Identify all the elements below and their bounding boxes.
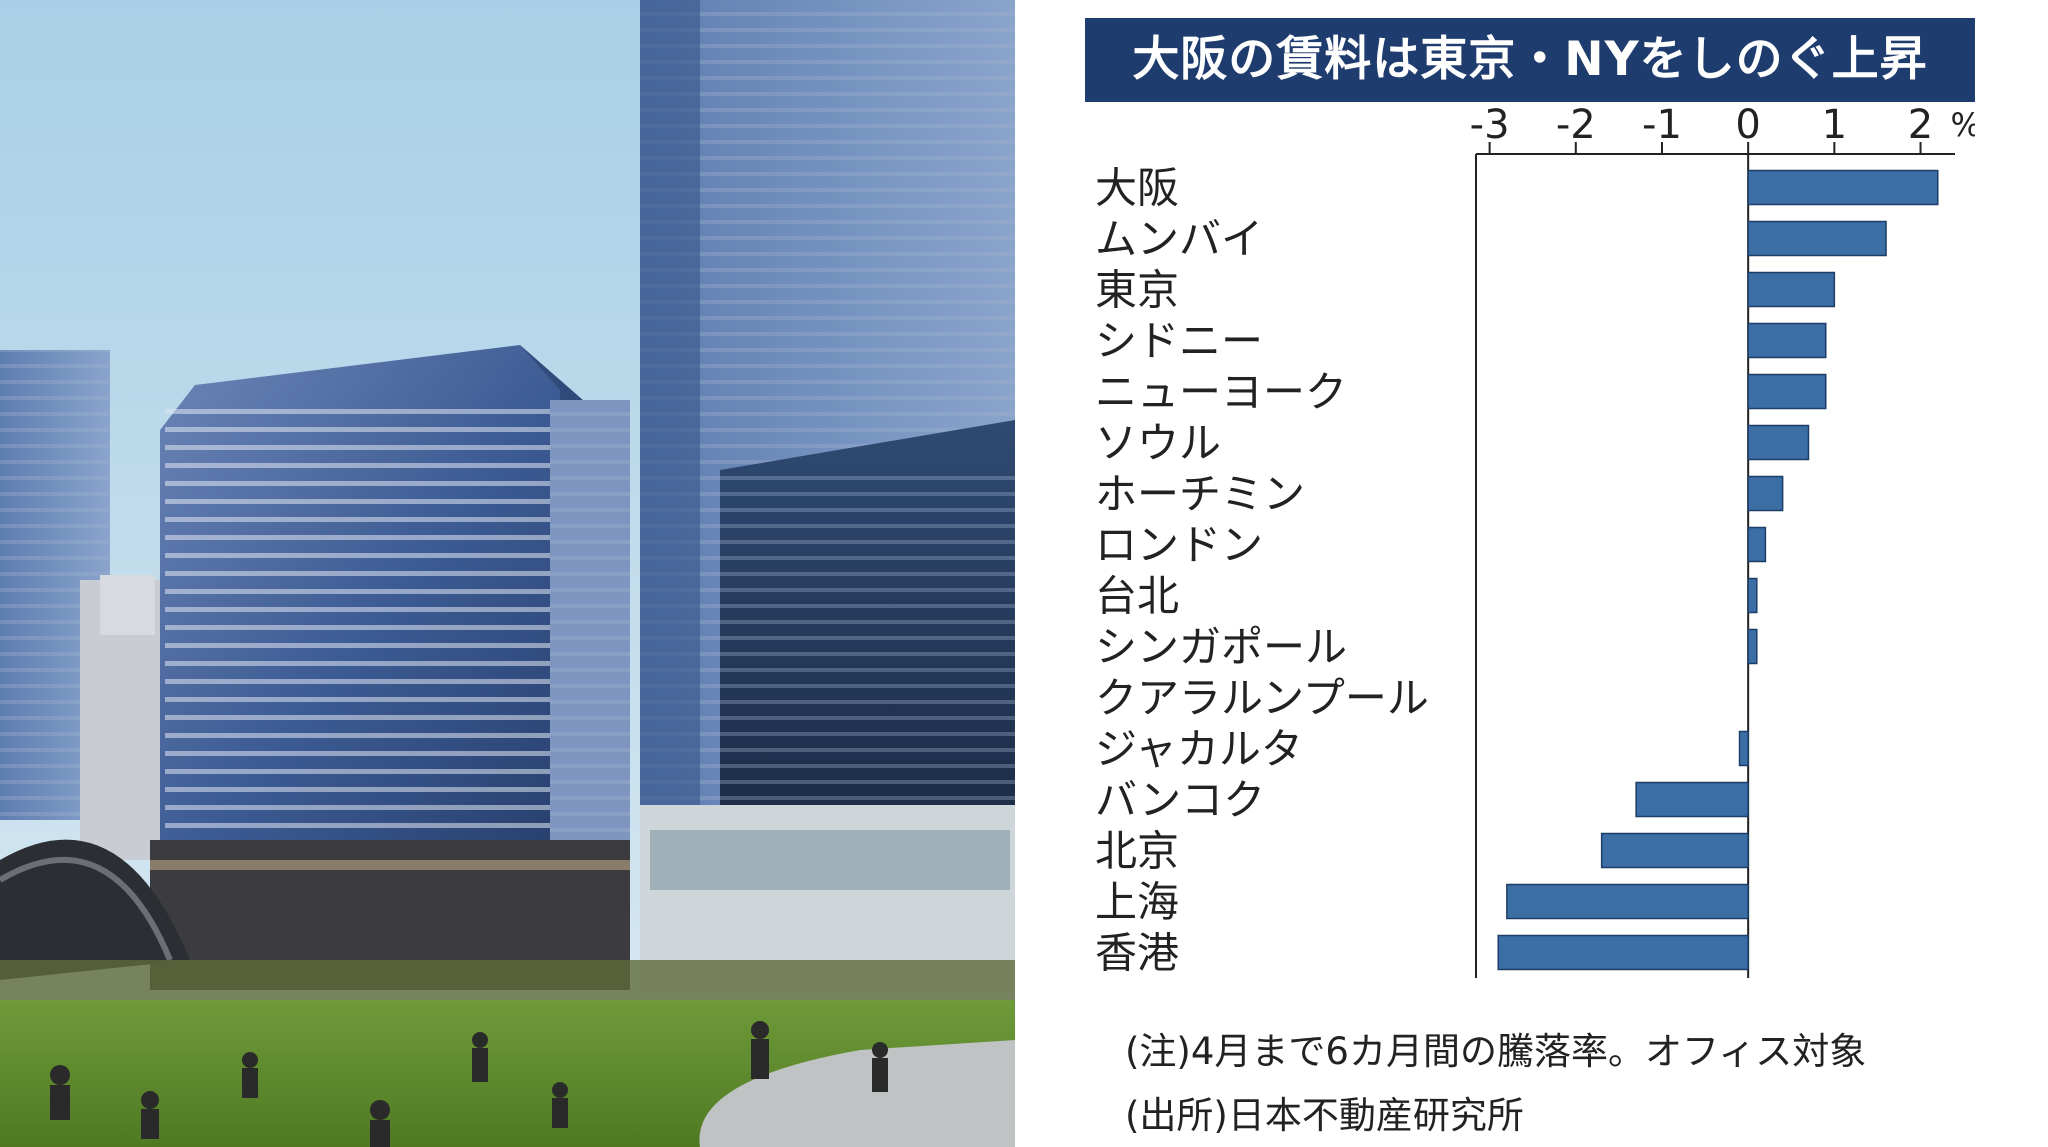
x-tick-label: -3 [1470,102,1510,148]
category-label: シンガポール [1095,623,1347,672]
bar [1747,424,1810,461]
category-label: 上海 [1095,878,1179,927]
chart-note: (注)4月まで6カ月間の騰落率。オフィス対象 [1125,1030,1867,1073]
category-label: ロンドン [1095,521,1263,570]
x-tick-label: 1 [1822,102,1847,148]
bar [1747,373,1827,410]
category-label: クアラルンプール [1095,674,1429,723]
x-tick-label: -1 [1642,102,1682,148]
bar [1635,781,1749,818]
bar [1497,934,1749,971]
bar [1738,730,1749,767]
x-tick-label: 2 [1908,102,1933,148]
chart-source: (出所)日本不動産研究所 [1125,1094,1524,1137]
x-tick-label: 0 [1735,102,1760,148]
category-label: 北京 [1095,827,1179,876]
bar [1600,832,1749,869]
category-label: 東京 [1095,266,1179,315]
category-label: ホーチミン [1095,470,1305,519]
chart-panel: 大阪の賃料は東京・NYをしのぐ上昇 -3 -2 -1 0 1 2% 大阪ムンバイ東京シドニー… [1085,18,1975,1138]
category-label: バンコク [1095,776,1265,825]
category-label: 香港 [1095,929,1179,978]
bar [1747,526,1767,563]
category-label: シドニー [1095,317,1263,366]
bar [1506,883,1749,920]
x-tick-label: -2 [1556,102,1596,148]
category-label: ニューヨーク [1095,368,1347,417]
category-label: 台北 [1095,572,1179,621]
bar [1747,628,1758,665]
bar-chart: -3 -2 -1 0 1 2% 大阪ムンバイ東京シドニーニューヨークソウルホーチミンロンドン… [1095,102,1975,978]
category-label: ソウル [1095,419,1221,468]
chart-title: 大阪の賃料は東京・NYをしのぐ上昇 [1085,18,1975,102]
bar [1747,220,1887,257]
category-label: ジャカルタ [1095,725,1303,774]
office-towers-park-photo [0,0,1015,1147]
category-label: 大阪 [1095,164,1179,213]
bar [1747,169,1939,206]
bar [1747,322,1827,359]
bar [1747,577,1758,614]
category-label: ムンバイ [1095,215,1263,264]
bar [1747,475,1784,512]
bar [1747,271,1836,308]
unit-label: % [1951,106,1975,144]
